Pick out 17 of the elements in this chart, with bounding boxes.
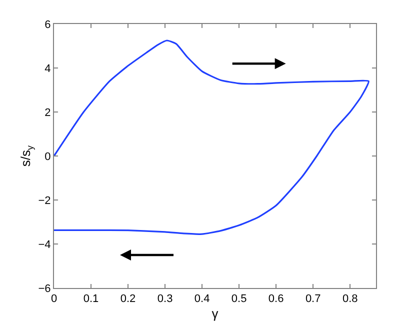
x-tick-label: 0.7 bbox=[305, 293, 321, 306]
y-tick-label: −4 bbox=[38, 238, 51, 251]
x-tick-label: 0.2 bbox=[120, 293, 136, 306]
y-tick-label: 0 bbox=[44, 150, 51, 163]
x-tick-label: 0.3 bbox=[157, 293, 173, 306]
y-tick-label: −6 bbox=[38, 282, 51, 295]
y-tick-label: 6 bbox=[44, 18, 51, 31]
x-tick-label: 0.5 bbox=[231, 293, 247, 306]
x-tick-label: 0.4 bbox=[194, 293, 210, 306]
y-tick-label: −2 bbox=[38, 194, 51, 207]
x-tick-label: 0.8 bbox=[342, 293, 358, 306]
y-tick-label: 2 bbox=[44, 106, 51, 119]
line-series bbox=[54, 40, 370, 235]
y-tick-label: 4 bbox=[44, 62, 51, 75]
x-tick-label: 0.1 bbox=[83, 293, 99, 306]
x-axis-title: γ bbox=[212, 306, 219, 321]
x-tick-label: 0.6 bbox=[268, 293, 284, 306]
